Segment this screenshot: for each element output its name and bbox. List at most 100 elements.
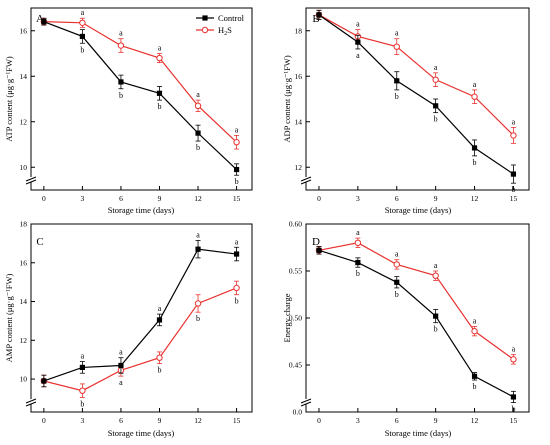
significance-label: b — [356, 269, 360, 278]
x-tick-label: 6 — [395, 416, 399, 425]
x-tick-label: 12 — [194, 194, 202, 203]
x-tick-label: 9 — [434, 416, 438, 425]
y-tick-label: 0.50 — [289, 314, 302, 323]
data-point-circle — [432, 272, 439, 279]
significance-label: b — [157, 366, 161, 375]
y-tick-label: 18 — [295, 26, 303, 35]
y-tick-label: 16 — [20, 26, 28, 35]
data-point-square — [195, 130, 201, 136]
x-tick-label: 0 — [42, 416, 46, 425]
significance-label: b — [196, 314, 200, 323]
data-point-square — [433, 313, 439, 319]
significance-label: a — [158, 304, 162, 313]
x-tick-label: 0 — [317, 416, 321, 425]
axis-break-mark — [300, 176, 312, 182]
significance-label: a — [81, 8, 85, 17]
data-point-circle — [79, 19, 86, 26]
y-tick-label: 16 — [295, 72, 303, 81]
data-point-square — [394, 78, 400, 84]
data-point-circle — [233, 139, 240, 146]
data-point-circle — [393, 43, 400, 50]
data-point-square — [433, 103, 439, 109]
y-tick-label: 14 — [295, 117, 303, 126]
significance-label: a — [119, 348, 123, 357]
series-line — [318, 242, 514, 360]
legend-label-control: Control — [218, 13, 245, 23]
significance-label: b — [395, 290, 399, 299]
x-tick-label: 0 — [42, 194, 46, 203]
significance-label: a — [395, 29, 399, 38]
plot-frame — [30, 223, 253, 413]
x-axis-label: Storage time (days) — [385, 205, 452, 215]
data-point-circle — [471, 93, 478, 100]
y-tick-label: 12 — [295, 163, 303, 172]
legend: Control H2S — [196, 13, 245, 37]
x-tick-label: 6 — [119, 416, 123, 425]
series-h2s — [40, 280, 240, 398]
x-axis-label: Storage time (days) — [385, 428, 452, 438]
significance-label: a — [512, 345, 516, 354]
y-axis-label: AMP content (μg·g⁻¹FW) — [4, 273, 14, 362]
y-tick-label: 12 — [20, 336, 28, 345]
plot-frame — [305, 7, 530, 191]
significance-label: b — [434, 325, 438, 334]
y-tick-label: 12 — [20, 117, 28, 126]
y-tick-label: 0.45 — [289, 361, 302, 370]
data-point-circle — [354, 239, 362, 247]
data-point-circle — [194, 102, 202, 110]
data-point-square — [355, 39, 361, 45]
axis-break-mark — [25, 179, 37, 185]
panel-c: 0 3 6 9 12 15 10 12 14 16 18 Storage time (days) AMP… — [4, 220, 253, 438]
x-tick-label: 12 — [471, 194, 479, 203]
y-tick-label: 10 — [20, 375, 28, 384]
series-line — [318, 249, 514, 398]
legend-h2s-main: H — [218, 25, 224, 35]
series-control — [316, 9, 517, 184]
panel-letter: C — [36, 236, 43, 248]
x-tick-label: 15 — [233, 194, 241, 203]
x-tick-label: 6 — [395, 194, 399, 203]
axis-break-mark — [300, 398, 312, 404]
series-line — [43, 248, 237, 382]
panel-letter: D — [312, 236, 320, 248]
y-axis-label: ATP content (μg·g⁻¹FW) — [4, 56, 14, 142]
panel-letter: A — [36, 13, 44, 25]
significance-label: b — [157, 102, 161, 111]
y-tick-label: 16 — [20, 258, 28, 267]
data-point-square — [41, 378, 47, 384]
x-tick-label: 3 — [356, 416, 360, 425]
significance-label: b — [235, 297, 239, 306]
legend-marker-control — [202, 15, 208, 21]
y-tick-label: 18 — [20, 220, 28, 229]
x-tick-label: 9 — [434, 194, 438, 203]
x-tick-label: 9 — [158, 194, 162, 203]
data-point-square — [355, 259, 361, 266]
series-h2s — [315, 237, 517, 365]
x-tick-label: 3 — [81, 416, 85, 425]
axis-break-mark — [25, 176, 37, 182]
x-tick-label: 12 — [471, 416, 479, 425]
panel-a: 0 3 6 9 12 15 10 12 14 16 Storage time (days) ATP c… — [4, 7, 253, 215]
legend-marker-h2s — [201, 26, 209, 34]
legend-h2s-end: S — [227, 25, 232, 35]
significance-label: a — [434, 63, 438, 72]
series-h2s — [315, 9, 517, 144]
significance-label: b — [80, 399, 84, 408]
significance-label: b — [473, 158, 477, 167]
series-control — [316, 246, 517, 404]
significance-label: a — [434, 261, 438, 270]
data-point-square — [79, 364, 85, 371]
axis-break-mark — [300, 401, 312, 407]
data-point-square — [471, 145, 478, 151]
data-point-circle — [156, 54, 163, 62]
series-line — [43, 21, 237, 143]
panel-d: 0 3 6 9 12 15 0.45 0.50 0.55 0.60 0.0 Storage time … — [282, 220, 530, 438]
axis-break-mark — [25, 398, 37, 404]
series-line — [43, 287, 237, 392]
data-point-circle — [393, 261, 400, 268]
x-axis-label: Storage time (days) — [108, 428, 175, 438]
significance-label: a — [196, 90, 200, 99]
significance-label: a — [158, 44, 162, 53]
legend-label-h2s: H2S — [218, 25, 232, 37]
